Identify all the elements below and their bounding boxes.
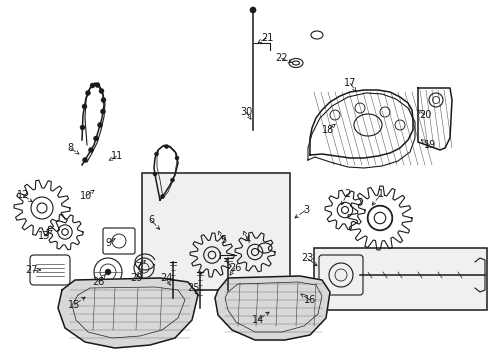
Text: 28: 28	[92, 277, 104, 287]
Circle shape	[170, 178, 174, 182]
Text: 24: 24	[160, 273, 172, 283]
Text: 20: 20	[418, 110, 430, 120]
Circle shape	[101, 109, 105, 114]
Text: 7: 7	[135, 262, 141, 272]
Circle shape	[105, 269, 111, 275]
Text: 21: 21	[260, 33, 273, 43]
Polygon shape	[215, 276, 329, 340]
Circle shape	[101, 98, 106, 103]
Circle shape	[85, 90, 90, 95]
Polygon shape	[58, 278, 198, 348]
Circle shape	[249, 7, 256, 13]
Text: 13: 13	[38, 231, 50, 241]
Circle shape	[95, 82, 100, 87]
Circle shape	[153, 172, 157, 176]
Text: 27: 27	[26, 265, 38, 275]
Circle shape	[99, 89, 104, 94]
Text: 4: 4	[244, 235, 250, 245]
Bar	[313, 248, 486, 310]
Text: 17: 17	[343, 78, 355, 88]
Circle shape	[154, 152, 158, 156]
Text: 8: 8	[67, 143, 73, 153]
Circle shape	[164, 144, 168, 148]
Text: 12: 12	[17, 190, 29, 200]
Text: 15: 15	[68, 300, 80, 310]
Text: 9: 9	[105, 238, 111, 248]
Text: 14: 14	[251, 315, 264, 325]
Circle shape	[97, 122, 102, 127]
Text: 6: 6	[148, 215, 154, 225]
Circle shape	[93, 136, 98, 141]
Text: 10: 10	[80, 191, 92, 201]
Circle shape	[90, 83, 95, 88]
Circle shape	[80, 125, 85, 130]
Text: 26: 26	[228, 263, 241, 273]
Circle shape	[82, 158, 87, 162]
Text: 23: 23	[300, 253, 312, 263]
Text: 2: 2	[343, 189, 349, 199]
Circle shape	[175, 156, 179, 160]
Text: 22: 22	[274, 53, 286, 63]
Text: 29: 29	[129, 273, 142, 283]
Text: 18: 18	[321, 125, 333, 135]
Circle shape	[88, 148, 93, 153]
Bar	[142, 173, 289, 290]
Circle shape	[160, 194, 164, 198]
Circle shape	[82, 104, 87, 109]
Text: 30: 30	[240, 107, 252, 117]
Text: 3: 3	[303, 205, 308, 215]
Text: 16: 16	[303, 295, 315, 305]
Text: 25: 25	[187, 283, 200, 293]
Text: 5: 5	[220, 235, 225, 245]
Text: 1: 1	[377, 189, 383, 199]
Text: 11: 11	[111, 151, 123, 161]
Text: 19: 19	[423, 140, 435, 150]
